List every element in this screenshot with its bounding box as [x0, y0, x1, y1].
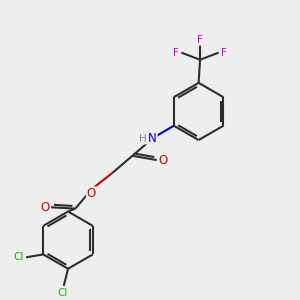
Text: H: H — [140, 134, 147, 144]
Text: Cl: Cl — [14, 252, 24, 262]
Text: F: F — [173, 48, 179, 58]
Text: Cl: Cl — [57, 288, 68, 298]
Text: F: F — [197, 35, 203, 45]
Text: O: O — [158, 154, 168, 166]
Text: O: O — [87, 187, 96, 200]
Text: O: O — [40, 201, 49, 214]
Text: N: N — [148, 132, 157, 145]
Text: F: F — [221, 48, 227, 58]
